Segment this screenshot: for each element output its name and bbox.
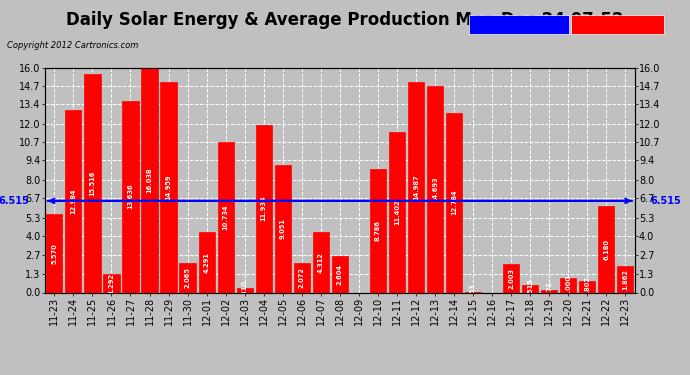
Bar <box>275 165 290 292</box>
Bar <box>179 264 196 292</box>
Text: 6.180: 6.180 <box>603 238 609 260</box>
Text: 2.065: 2.065 <box>185 267 190 288</box>
Text: 8.786: 8.786 <box>375 220 381 241</box>
Bar <box>255 124 272 292</box>
Text: 0.053: 0.053 <box>470 283 476 304</box>
Text: 2.003: 2.003 <box>508 268 514 289</box>
Bar <box>122 101 139 292</box>
Bar <box>141 67 157 292</box>
Bar <box>46 214 63 292</box>
Text: 11.402: 11.402 <box>394 200 400 225</box>
Text: 2.604: 2.604 <box>337 264 343 285</box>
Text: 16.038: 16.038 <box>146 167 152 192</box>
Bar <box>522 285 538 292</box>
Text: 13.636: 13.636 <box>128 184 133 209</box>
Bar <box>408 82 424 292</box>
Bar <box>579 281 595 292</box>
Bar <box>503 264 519 292</box>
Bar <box>237 288 253 292</box>
Text: 0.310: 0.310 <box>241 280 248 301</box>
Text: Average  (kWh): Average (kWh) <box>473 20 551 29</box>
Bar <box>199 232 215 292</box>
Bar <box>541 290 558 292</box>
Text: 1.000: 1.000 <box>565 275 571 296</box>
Bar <box>84 74 101 292</box>
Bar <box>446 113 462 292</box>
Text: 9.051: 9.051 <box>279 218 286 239</box>
Bar <box>598 206 614 292</box>
Bar <box>617 266 633 292</box>
Text: 15.516: 15.516 <box>90 171 95 196</box>
Bar <box>294 263 310 292</box>
Bar <box>389 132 405 292</box>
Text: Daily  (kWh): Daily (kWh) <box>575 20 638 29</box>
Text: 5.570: 5.570 <box>51 243 57 264</box>
Text: 4.291: 4.291 <box>204 252 210 273</box>
Bar <box>370 169 386 292</box>
Text: 10.734: 10.734 <box>223 204 228 230</box>
Bar <box>104 274 119 292</box>
Text: 12.984: 12.984 <box>70 188 77 214</box>
Text: 1.292: 1.292 <box>108 273 115 294</box>
Text: 14.987: 14.987 <box>413 174 419 200</box>
Text: Daily Solar Energy & Average Production Mon Dec 24 07:52: Daily Solar Energy & Average Production … <box>66 11 624 29</box>
Bar <box>66 110 81 292</box>
Text: 12.784: 12.784 <box>451 190 457 215</box>
Text: 0.802: 0.802 <box>584 276 590 297</box>
Bar <box>161 82 177 292</box>
Text: 6.515: 6.515 <box>0 196 30 206</box>
Bar <box>313 232 329 292</box>
Bar <box>217 141 234 292</box>
Text: 14.693: 14.693 <box>432 176 438 202</box>
Text: 1.862: 1.862 <box>622 269 629 290</box>
Text: Copyright 2012 Cartronics.com: Copyright 2012 Cartronics.com <box>7 41 138 50</box>
Text: 6.515: 6.515 <box>650 196 681 206</box>
Text: 14.959: 14.959 <box>166 175 172 200</box>
Bar <box>560 278 576 292</box>
Bar <box>427 86 443 292</box>
Text: 4.312: 4.312 <box>318 252 324 273</box>
Text: 0.171: 0.171 <box>546 281 552 302</box>
Bar <box>332 256 348 292</box>
Text: 11.934: 11.934 <box>261 196 267 221</box>
Text: 0.515: 0.515 <box>527 279 533 299</box>
Text: 2.072: 2.072 <box>299 267 305 288</box>
